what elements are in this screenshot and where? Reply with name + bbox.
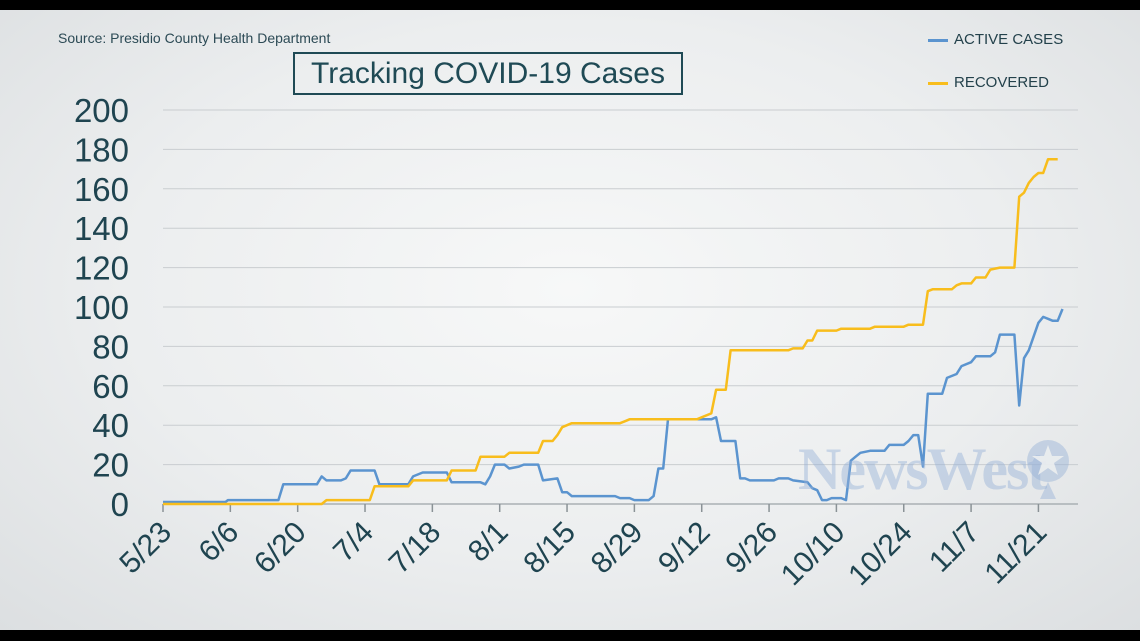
x-tick-label: 9/12 [652,516,717,581]
y-tick-label: 100 [74,289,129,326]
source-note: Source: Presidio County Health Departmen… [58,30,331,46]
y-tick-label: 20 [92,447,129,484]
legend-swatch-recovered [928,82,948,85]
series-line-recovered [163,158,1058,506]
legend-label-active: ACTIVE CASES [954,31,1064,48]
x-tick-label: 5/23 [113,516,178,581]
y-tick-label: 60 [92,368,129,405]
newswest-logo: NewsWest [798,436,1047,502]
x-tick-label: 10/10 [775,516,851,592]
x-tick-label: 6/6 [192,516,245,569]
legend-swatch-active [928,39,948,42]
y-tick-label: 200 [74,92,129,129]
chart-frame: 0 20 40 60 80 100 120 140 160 180 200 5/23 6/6 6/20 7… [0,10,1140,630]
series-lines [163,158,1064,506]
x-tick-label: 7/18 [383,516,448,581]
y-tick-label: 80 [92,328,129,365]
x-tick-label: 8/29 [585,516,650,581]
x-axis: 5/23 6/6 6/20 7/4 7/18 8/1 8/15 8/29 9/12 9/2610/… [113,504,1053,592]
x-tick-label: 11/21 [979,516,1054,591]
y-tick-label: 140 [74,210,129,247]
x-tick-label: 9/26 [719,516,784,581]
x-tick-label: 10/24 [842,516,918,592]
y-tick-label: 40 [92,407,129,444]
legend-label-recovered: RECOVERED [954,74,1050,91]
star-logo-icon [1027,440,1069,499]
x-tick-label: 6/20 [248,516,313,581]
y-tick-label: 180 [74,131,129,168]
x-tick-label: 8/15 [517,516,582,581]
x-tick-label: 7/4 [327,516,380,569]
chart-title: Tracking COVID-19 Cases [293,52,683,95]
y-tick-label: 160 [74,171,129,208]
x-tick-label: 8/1 [462,516,515,569]
series-line-active-cases [163,308,1064,504]
x-tick-label: 11/7 [923,516,986,579]
y-tick-label: 0 [111,486,129,523]
y-tick-label: 120 [74,250,129,287]
